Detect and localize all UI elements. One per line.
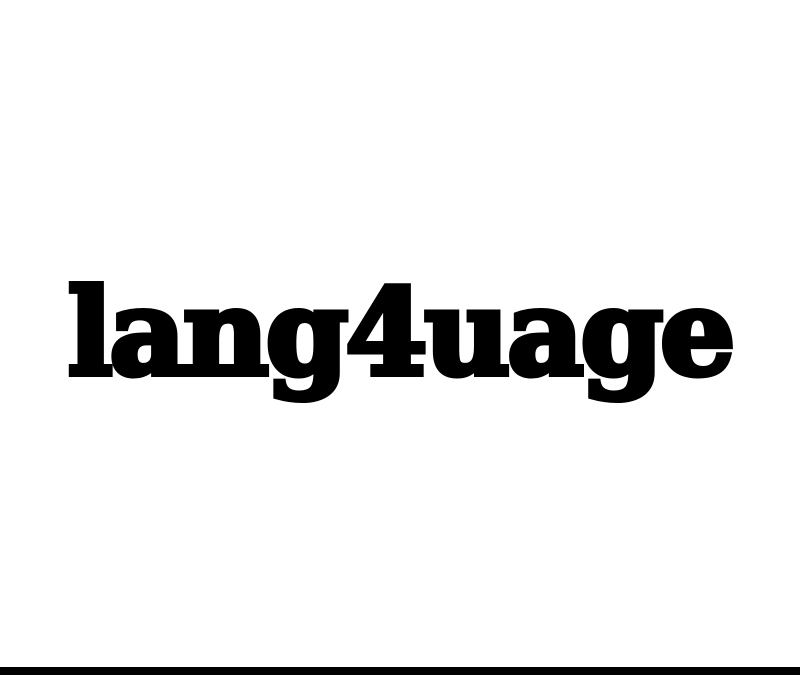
- word-text: lang4uage: [65, 260, 739, 405]
- bottom-border-bar: [0, 667, 800, 675]
